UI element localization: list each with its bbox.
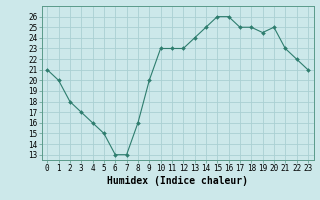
- X-axis label: Humidex (Indice chaleur): Humidex (Indice chaleur): [107, 176, 248, 186]
